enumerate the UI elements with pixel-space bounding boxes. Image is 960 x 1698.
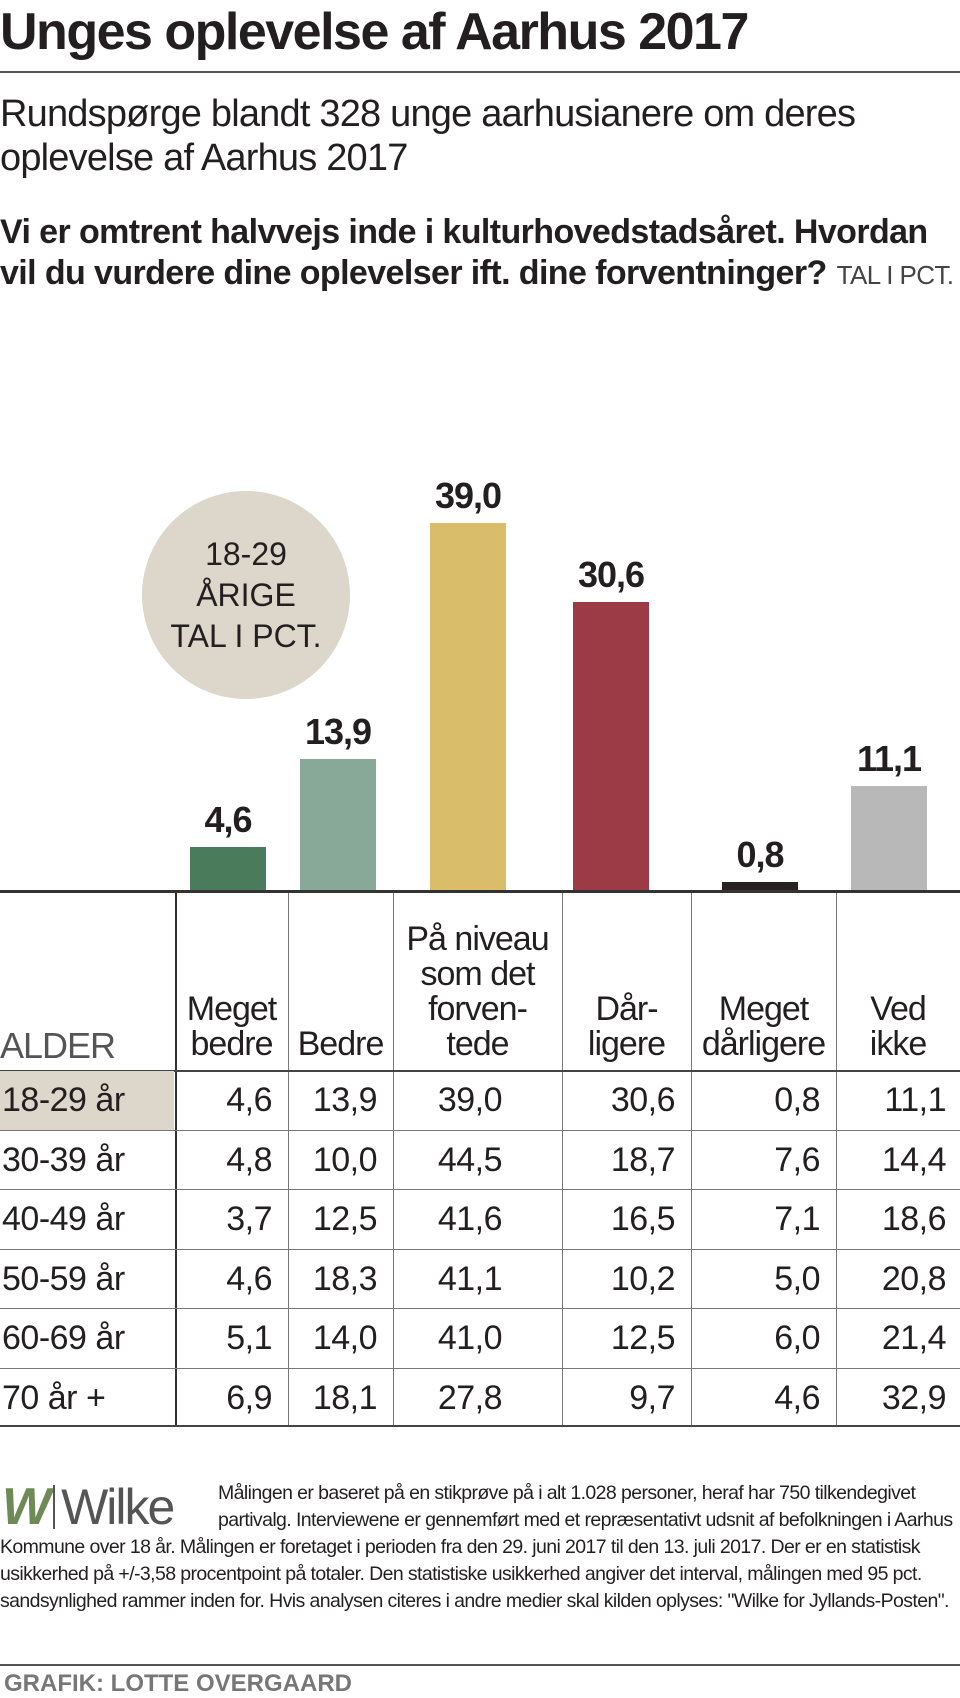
table-cell: 41,1 — [437, 1260, 503, 1298]
table-cell: 9,7 — [629, 1379, 675, 1417]
row-divider — [0, 1130, 960, 1131]
badge-line: 18-29 — [205, 535, 287, 572]
table-cell: 18,3 — [312, 1260, 378, 1298]
table-cell: 30,6 — [610, 1081, 676, 1119]
row-divider — [0, 1070, 960, 1072]
logo-mark: W — [2, 1478, 51, 1536]
column-header: Dår- ligere — [562, 893, 691, 1070]
table-cell: 4,8 — [226, 1141, 272, 1179]
table-cell: 4,6 — [774, 1379, 820, 1417]
badge-line: ÅRIGE — [196, 576, 296, 613]
table-cell: 27,8 — [437, 1379, 503, 1417]
footer-divider — [0, 1664, 960, 1666]
age-group-label: 30-39 år — [2, 1141, 125, 1179]
table-cell: 11,1 — [884, 1081, 946, 1119]
table-cell: 16,5 — [610, 1200, 676, 1238]
table-cell: 18,6 — [881, 1200, 947, 1238]
table-cell: 44,5 — [437, 1141, 503, 1179]
title-divider — [0, 71, 960, 73]
note-text: Målingen er baseret på en stikprøve på i… — [0, 1482, 953, 1612]
table-cell: 5,1 — [226, 1319, 272, 1357]
table-cell: 6,0 — [774, 1319, 820, 1357]
bar-3 — [573, 602, 649, 890]
table-cell: 6,9 — [226, 1379, 272, 1417]
table-cell: 39,0 — [437, 1081, 503, 1119]
table-cell: 32,9 — [881, 1379, 947, 1417]
column-header: På niveau som det forven- tede — [393, 893, 562, 1070]
age-group-badge: 18-29 ÅRIGE TAL I PCT. — [142, 491, 350, 699]
bar-value-label: 4,6 — [204, 798, 252, 840]
table-cell: 10,0 — [312, 1141, 378, 1179]
column-header-text: Bedre — [297, 1025, 385, 1063]
age-group-label: 18-29 år — [0, 1071, 174, 1130]
column-divider — [288, 893, 289, 1425]
column-header-text: På niveau som det forven- tede — [406, 920, 549, 1063]
wilke-logo: W Wilke — [2, 1477, 175, 1537]
column-header: Meget bedre — [175, 893, 288, 1070]
column-header-text: Meget dårligere — [701, 990, 826, 1063]
question-text: Vi er omtrent halvvejs inde i kulturhove… — [0, 213, 928, 292]
bar-value-label: 30,6 — [577, 554, 645, 596]
row-divider — [0, 1308, 960, 1309]
table-cell: 3,7 — [226, 1200, 272, 1238]
table-cell: 10,2 — [610, 1260, 676, 1298]
logo-name: Wilke — [61, 1479, 175, 1535]
column-header-text: Ved ikke — [869, 990, 927, 1063]
credit: GRAFIK: LOTTE OVERGAARD — [4, 1670, 352, 1697]
table-cell: 12,5 — [312, 1200, 378, 1238]
question: Vi er omtrent halvvejs inde i kulturhove… — [0, 212, 960, 296]
bar-4 — [722, 882, 798, 890]
bar-value-label: 39,0 — [434, 475, 502, 516]
table-cell: 7,6 — [774, 1141, 820, 1179]
column-divider — [562, 893, 563, 1425]
column-header: Meget dårligere — [691, 893, 836, 1070]
table-cell: 20,8 — [881, 1260, 947, 1298]
bar-value-label: 13,9 — [304, 711, 372, 753]
table-cell: 21,4 — [881, 1319, 947, 1357]
table-cell: 41,0 — [437, 1319, 503, 1357]
row-divider — [0, 1425, 960, 1427]
column-divider — [393, 893, 394, 1425]
bar-0 — [190, 846, 266, 890]
age-group-label: 70 år + — [2, 1379, 106, 1417]
methodology-note: Målingen er baseret på en stikprøve på i… — [0, 1480, 955, 1615]
unit-label: TAL I PCT. — [836, 260, 954, 290]
table-cell: 4,6 — [226, 1081, 272, 1119]
bar-value-label: 11,1 — [856, 737, 922, 779]
table-cell: 5,0 — [774, 1260, 820, 1298]
table-cell: 4,6 — [226, 1260, 272, 1298]
chart-baseline — [0, 890, 960, 893]
row-divider — [0, 1189, 960, 1190]
table-cell: 7,1 — [774, 1200, 820, 1238]
table-cell: 0,8 — [774, 1081, 820, 1119]
age-group-label: 40-49 år — [2, 1200, 125, 1238]
table-cell: 14,4 — [881, 1141, 947, 1179]
column-divider — [175, 893, 177, 1425]
table-cell: 14,0 — [312, 1319, 378, 1357]
column-header: Ved ikke — [836, 893, 960, 1070]
page-title: Unges oplevelse af Aarhus 2017 — [0, 3, 749, 61]
row-divider — [0, 1249, 960, 1250]
age-group-label: 50-59 år — [2, 1260, 125, 1298]
bar-2 — [430, 523, 506, 890]
bar-value-label: 0,8 — [736, 834, 784, 876]
bar-5 — [851, 785, 927, 890]
age-group-label: 60-69 år — [2, 1319, 125, 1357]
table-cell: 18,7 — [610, 1141, 676, 1179]
column-header: Bedre — [288, 893, 393, 1070]
row-divider — [0, 1368, 960, 1369]
column-header-text: Meget bedre — [186, 990, 277, 1063]
badge-line: TAL I PCT. — [170, 617, 322, 654]
column-divider — [691, 893, 692, 1425]
table-cell: 12,5 — [610, 1319, 676, 1357]
subtitle: Rundspørge blandt 328 unge aarhusianere … — [0, 93, 856, 179]
row-header-label: ALDER — [0, 1025, 116, 1066]
column-header-text: Dår- ligere — [587, 990, 666, 1063]
table-cell: 13,9 — [312, 1081, 378, 1119]
bar-1 — [300, 759, 376, 890]
table-cell: 18,1 — [312, 1379, 378, 1417]
table-cell: 41,6 — [437, 1200, 503, 1238]
column-divider — [836, 893, 837, 1425]
